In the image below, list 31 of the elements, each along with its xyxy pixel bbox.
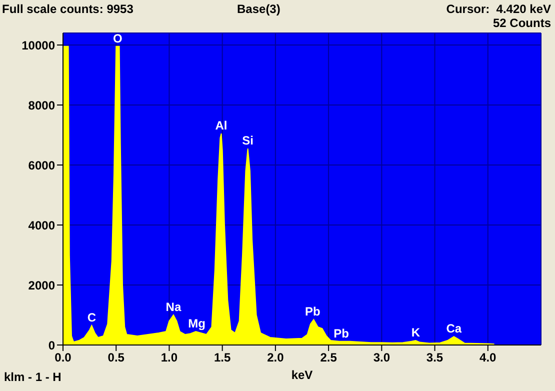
chart-title: Base(3)	[237, 2, 280, 16]
x-tick-label: 2.5	[320, 350, 338, 365]
y-tick-label: 2000	[28, 278, 56, 292]
y-tick-label: 4000	[28, 218, 56, 232]
x-tick-label: 4.0	[480, 350, 497, 365]
y-tick-label: 8000	[28, 98, 56, 112]
x-tick-label: 1.5	[214, 350, 231, 365]
text: Cursor: 4.420 keV	[446, 2, 551, 16]
text: 52 Counts	[492, 16, 551, 30]
annotation: Pb	[334, 326, 349, 340]
x-axis-title: keV	[291, 368, 313, 382]
x-tick-label: 0.0	[54, 350, 72, 365]
annotation: O	[113, 31, 122, 46]
annotation: Mg	[188, 316, 206, 330]
annotation: Ca	[446, 322, 462, 336]
annotation: Si	[242, 134, 254, 148]
annotation: K	[411, 326, 420, 340]
x-tick-label: 2.0	[267, 350, 284, 365]
x-tick-label: 0.5	[108, 350, 125, 365]
x-tick-label: 3.0	[373, 350, 390, 365]
annotation: Al	[215, 118, 228, 132]
text: Full scale counts: 9953	[2, 2, 134, 16]
x-tick-label: 3.5	[426, 350, 444, 365]
annotation: C	[87, 310, 96, 324]
x-tick-label: 1.0	[160, 350, 178, 365]
annotation: Na	[166, 300, 182, 314]
y-tick-label: 0	[48, 338, 56, 352]
y-tick-label: 10000	[22, 38, 56, 52]
annotation: Pb	[304, 304, 320, 318]
y-tick-label: 6000	[28, 158, 56, 172]
text: klm - 1 - H	[4, 370, 62, 384]
